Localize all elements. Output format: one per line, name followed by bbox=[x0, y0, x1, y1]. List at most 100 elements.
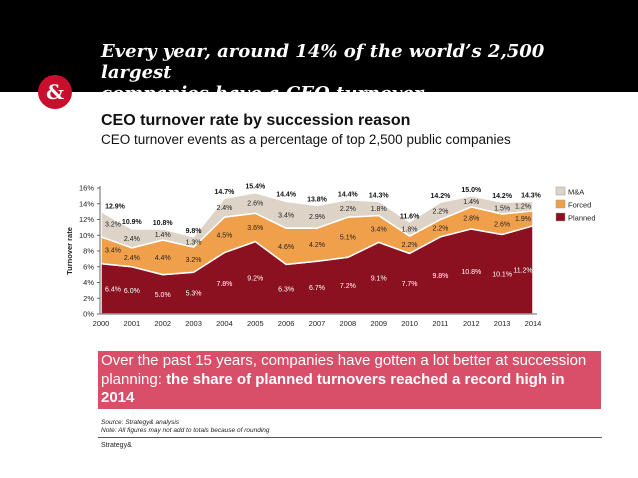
chart-axes: 0% 2% 4% 6% 8% 10% 12% 14% 16% Turnover rate 2000 2… bbox=[65, 184, 541, 329]
data-label-ma: 2.2% bbox=[432, 208, 448, 215]
total-label: 14.4% bbox=[276, 192, 297, 199]
data-label-forced: 2.8% bbox=[463, 215, 479, 222]
data-label-ma: 3.2% bbox=[105, 222, 121, 229]
data-label-planned: 9.1% bbox=[371, 276, 387, 283]
data-label-planned: 6.7% bbox=[309, 285, 325, 292]
total-label: 13.8% bbox=[307, 196, 328, 203]
y-tick-label: 2% bbox=[83, 294, 94, 303]
data-label-planned: 7.7% bbox=[402, 281, 418, 288]
turnover-area-chart: 0% 2% 4% 6% 8% 10% 12% 14% 16% Turnover rate 2000 2… bbox=[65, 184, 596, 329]
data-label-ma: 2.4% bbox=[124, 236, 140, 243]
x-tick-label: 2003 bbox=[185, 319, 202, 328]
data-label-planned: 7.8% bbox=[216, 281, 232, 288]
ampersand-logo-icon: & bbox=[38, 75, 72, 109]
y-tick-label: 8% bbox=[83, 247, 94, 256]
total-label: 10.8% bbox=[153, 220, 174, 227]
x-tick-label: 2012 bbox=[463, 319, 480, 328]
total-label: 15.4% bbox=[245, 184, 266, 191]
x-tick-label: 2004 bbox=[216, 319, 233, 328]
y-tick-label: 10% bbox=[79, 231, 94, 240]
data-label-ma: 1.3% bbox=[186, 239, 202, 246]
total-label: 10.9% bbox=[122, 219, 143, 226]
y-axis-label: Turnover rate bbox=[65, 227, 74, 275]
data-label-ma: 1.4% bbox=[463, 199, 479, 206]
total-label: 15.0% bbox=[461, 187, 482, 194]
rounding-note: Note: All figures may not add to totals … bbox=[101, 427, 270, 434]
data-label-forced: 4.4% bbox=[155, 255, 171, 262]
total-label: 14.2% bbox=[492, 193, 513, 200]
x-tick-label: 2001 bbox=[124, 319, 141, 328]
callout-text: Over the past 15 years, companies have g… bbox=[101, 352, 587, 388]
callout-highlight: the share of planned turnovers reached a… bbox=[101, 370, 565, 407]
data-label-ma: 2.4% bbox=[216, 205, 232, 212]
data-label-forced: 4.5% bbox=[216, 232, 232, 239]
data-label-planned: 6.4% bbox=[105, 286, 121, 293]
chart-legend: M&A Forced Planned bbox=[555, 186, 596, 223]
data-label-planned: 11.2% bbox=[513, 267, 532, 274]
data-label-ma: 1.2% bbox=[515, 204, 531, 211]
data-label-ma: 1.4% bbox=[155, 232, 171, 239]
x-tick-label: 2000 bbox=[93, 319, 110, 328]
data-label-planned: 9.8% bbox=[432, 273, 448, 280]
legend-label-planned: Planned bbox=[568, 214, 596, 223]
total-label: 14.3% bbox=[521, 192, 542, 199]
data-label-ma: 1.8% bbox=[402, 226, 418, 233]
banner-title-line-2: companies have a CEO turnover bbox=[101, 83, 424, 104]
data-label-ma: 2.6% bbox=[247, 200, 263, 207]
data-label-planned: 10.8% bbox=[461, 269, 481, 276]
total-label: 14.3% bbox=[369, 192, 390, 199]
data-label-forced: 3.4% bbox=[371, 226, 387, 233]
data-label-forced: 4.2% bbox=[309, 242, 325, 249]
banner-title: Every year, around 14% of the world’s 2,… bbox=[101, 41, 621, 104]
x-tick-label: 2014 bbox=[525, 319, 542, 328]
x-tick-label: 2008 bbox=[340, 319, 357, 328]
data-label-forced: 3.2% bbox=[186, 257, 202, 264]
y-tick-label: 14% bbox=[79, 199, 94, 208]
banner-title-line-1: Every year, around 14% of the world’s 2,… bbox=[101, 41, 545, 83]
data-label-planned: 5.0% bbox=[155, 292, 171, 299]
data-label-planned: 6.0% bbox=[124, 288, 140, 295]
x-tick-label: 2007 bbox=[309, 319, 326, 328]
total-label: 11.6% bbox=[400, 214, 420, 221]
footer-divider bbox=[98, 437, 602, 438]
area-layers bbox=[100, 191, 534, 315]
data-label-forced: 4.6% bbox=[278, 244, 294, 251]
x-tick-label: 2006 bbox=[278, 319, 295, 328]
x-tick-label: 2005 bbox=[247, 319, 264, 328]
x-tick-label: 2009 bbox=[370, 319, 387, 328]
chart-subtitle: CEO turnover events as a percentage of t… bbox=[101, 132, 511, 147]
data-label-forced: 2.6% bbox=[494, 222, 510, 229]
data-label-ma: 2.2% bbox=[340, 206, 356, 213]
data-label-forced: 2.2% bbox=[402, 242, 418, 249]
y-tick-label: 12% bbox=[79, 215, 94, 224]
source-note: Source: Strategy& analysis bbox=[101, 419, 180, 426]
data-label-planned: 10.1% bbox=[492, 272, 512, 279]
total-label: 12.9% bbox=[105, 203, 126, 210]
legend-label-ma: M&A bbox=[568, 188, 584, 197]
x-tick-label: 2010 bbox=[401, 319, 418, 328]
data-label-ma: 3.4% bbox=[278, 212, 294, 219]
total-label: 14.7% bbox=[214, 189, 235, 196]
data-label-ma: 1.8% bbox=[371, 206, 387, 213]
data-label-ma: 1.5% bbox=[494, 206, 510, 213]
data-label-planned: 7.2% bbox=[340, 283, 356, 290]
y-tick-label: 4% bbox=[83, 278, 94, 287]
data-label-planned: 6.3% bbox=[278, 287, 294, 294]
total-label: 14.2% bbox=[430, 193, 451, 200]
header-banner: Every year, around 14% of the world’s 2,… bbox=[0, 0, 638, 104]
data-label-forced: 2.4% bbox=[124, 255, 140, 262]
footer-brand: Strategy& bbox=[101, 442, 132, 449]
y-tick-label: 0% bbox=[83, 310, 94, 319]
x-tick-label: 2011 bbox=[432, 319, 448, 328]
data-label-forced: 1.9% bbox=[515, 216, 531, 223]
x-tick-label: 2002 bbox=[154, 319, 171, 328]
area-ma bbox=[100, 191, 534, 249]
legend-label-forced: Forced bbox=[568, 201, 591, 210]
y-tick-label: 16% bbox=[79, 184, 94, 193]
total-label: 14.4% bbox=[338, 192, 359, 199]
total-label: 9.8% bbox=[186, 228, 203, 235]
data-label-forced: 5.1% bbox=[340, 235, 356, 242]
chart-title: CEO turnover rate by succession reason bbox=[101, 112, 411, 129]
data-label-forced: 2.2% bbox=[432, 226, 448, 233]
data-labels: 6.4% 6.0% 5.0% 5.3% 7.8% 9.2% 6.3% 6.7% 7.2% 9.1%… bbox=[105, 184, 542, 299]
